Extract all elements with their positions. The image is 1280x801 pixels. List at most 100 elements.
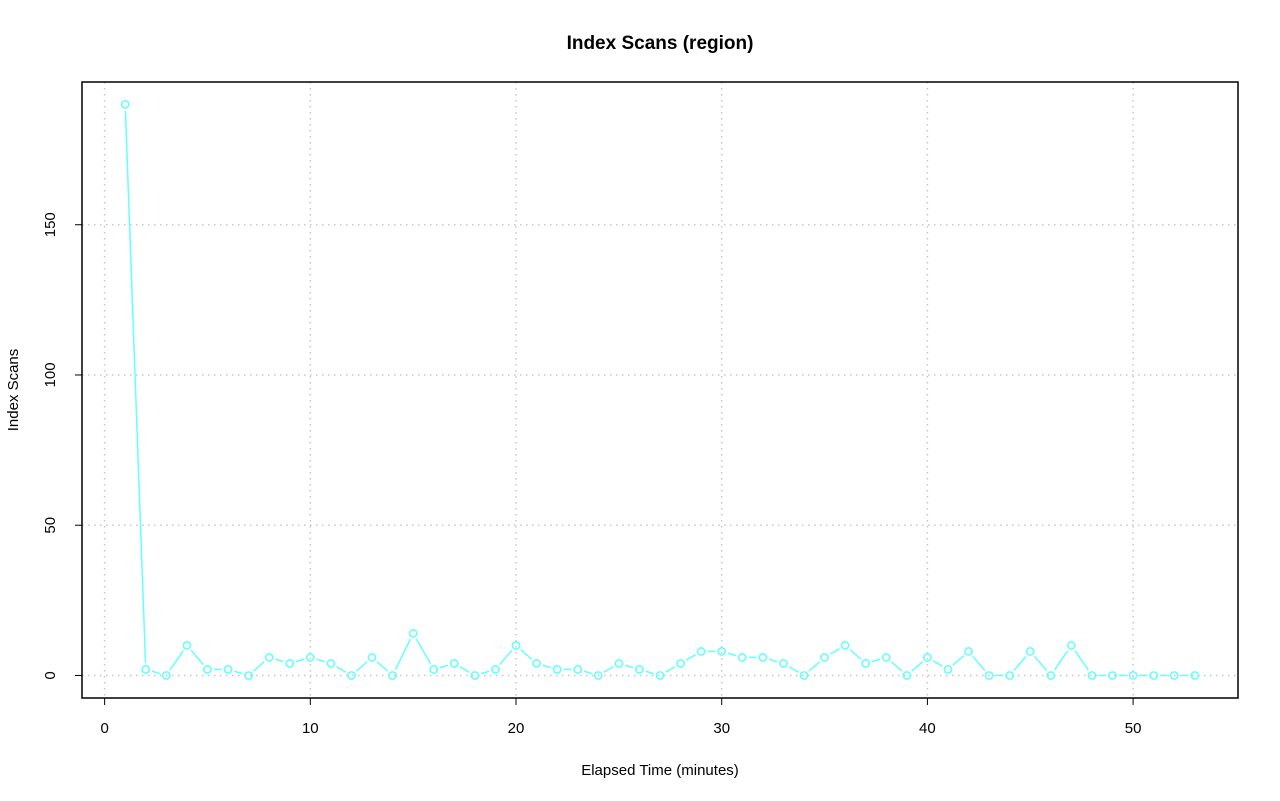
series-line-segment: [871, 658, 881, 663]
data-point: [120, 100, 130, 109]
series-line-segment: [355, 661, 368, 672]
data-point: [984, 671, 994, 680]
data-point: [1190, 671, 1200, 680]
series-line-segment: [911, 661, 924, 672]
series-line-segment: [316, 658, 325, 663]
y-axis: 0 50 100 150: [42, 212, 82, 680]
series-line-segment: [727, 652, 737, 657]
data-point: [840, 641, 850, 650]
x-tick-label: 0: [100, 720, 108, 737]
data-point: [1149, 671, 1159, 680]
grid-lines: [82, 82, 1238, 698]
series-line-segment: [499, 649, 513, 666]
data-point: [964, 647, 973, 656]
data-point: [182, 641, 192, 650]
series-line-segment: [336, 666, 347, 673]
series-line-segment: [439, 664, 449, 669]
data-point: [1169, 671, 1179, 680]
series-line-segment: [952, 655, 965, 666]
series-line-segment: [849, 649, 862, 660]
data-point: [305, 653, 315, 662]
data-point: [408, 628, 418, 638]
data-point: [141, 665, 151, 674]
series-line-segment: [808, 661, 821, 672]
data-point: [758, 653, 768, 662]
series-line-segment: [415, 638, 432, 665]
data-point: [635, 665, 644, 674]
data-point: [388, 671, 397, 680]
series-line-segment: [459, 666, 470, 673]
data-point: [614, 659, 624, 668]
series-line-segment: [394, 638, 411, 670]
series-line-segment: [665, 666, 676, 673]
series-line-segment: [603, 666, 614, 673]
series-line-segment: [295, 658, 305, 663]
series-line-segment: [234, 670, 243, 675]
series-line-segment: [624, 664, 634, 669]
y-tick-label: 100: [42, 362, 59, 387]
series-line-segment: [890, 661, 903, 672]
data-point: [573, 665, 583, 674]
series-line-segment: [788, 666, 799, 673]
series-line-segment: [829, 648, 840, 655]
y-tick-label: 50: [42, 517, 59, 534]
data-point: [552, 665, 562, 674]
data-point: [1025, 647, 1035, 656]
series-line-segment: [1033, 655, 1048, 672]
data-point: [347, 671, 356, 680]
series-line-segment: [275, 658, 284, 663]
data-point: [491, 665, 500, 674]
data-point: [161, 671, 171, 680]
data-point: [244, 671, 254, 680]
y-tick-label: 150: [42, 212, 59, 237]
data-point: [881, 653, 891, 662]
data-point: [1087, 671, 1097, 680]
chart-title: Index Scans (region): [567, 33, 754, 54]
data-point: [943, 665, 953, 674]
series-line-segment: [151, 670, 161, 675]
series-line-segment: [583, 670, 593, 675]
x-tick-label: 50: [1125, 720, 1142, 737]
data-point: [923, 653, 932, 662]
series-line-segment: [972, 655, 986, 672]
series-line-segment: [1074, 650, 1089, 671]
series-line-segment: [932, 660, 943, 667]
x-tick-label: 40: [919, 720, 936, 737]
y-tick-label: 0: [42, 671, 59, 679]
series-line-segment: [253, 661, 265, 672]
data-point: [1046, 671, 1056, 680]
data-point: [1108, 671, 1117, 680]
series-line-segment: [190, 649, 204, 666]
series-line-segment: [169, 650, 184, 671]
data-point: [203, 665, 212, 674]
data-point: [593, 671, 603, 680]
data-point: [676, 659, 685, 668]
x-tick-label: 10: [302, 720, 319, 737]
data-point: [429, 665, 439, 674]
data-point: [779, 659, 788, 668]
x-axis-label: Elapsed Time (minutes): [581, 762, 739, 779]
series-line-segment: [1053, 650, 1069, 671]
data-point: [264, 653, 274, 662]
data-point: [820, 653, 829, 662]
data-point: [511, 641, 521, 650]
data-point: [696, 647, 706, 656]
data-series: [120, 100, 1200, 680]
data-point: [717, 647, 727, 656]
data-point: [367, 653, 377, 662]
data-point: [861, 659, 871, 668]
data-point: [223, 665, 233, 674]
data-point: [1066, 641, 1076, 650]
data-point: [326, 659, 336, 668]
series-line-segment: [520, 649, 533, 660]
series-line-segment: [768, 658, 778, 663]
data-point: [799, 671, 809, 680]
series-line-segment: [685, 654, 696, 661]
series-line-segment: [1013, 655, 1027, 672]
data-point: [470, 671, 480, 680]
series-line-segment: [124, 111, 147, 663]
data-point: [902, 671, 912, 680]
plot-frame: [81, 81, 1239, 699]
